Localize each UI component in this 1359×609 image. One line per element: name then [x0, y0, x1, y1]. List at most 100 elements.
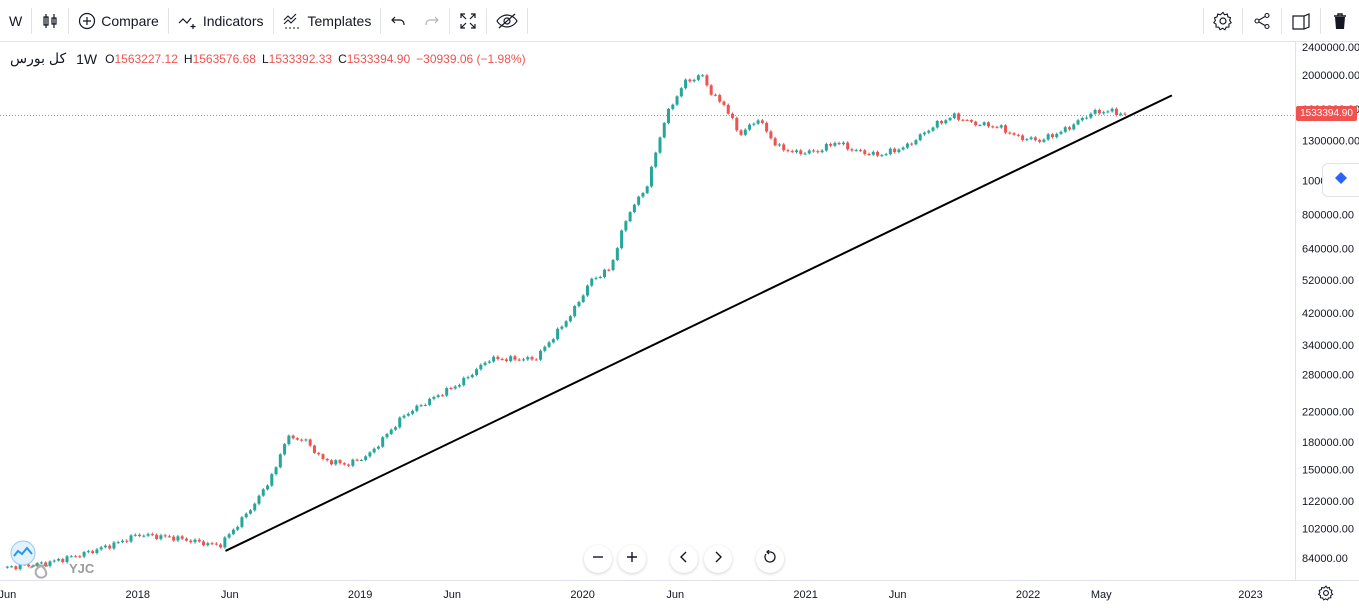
fullscreen-button[interactable]	[450, 0, 486, 42]
candle-body	[513, 356, 517, 360]
candle-body	[543, 346, 547, 351]
hide-drawings-button[interactable]	[487, 0, 527, 42]
candle-body	[1102, 112, 1106, 114]
candle-body	[466, 377, 470, 379]
candle-body	[155, 534, 159, 539]
candle-body	[112, 542, 116, 549]
candle-body	[351, 459, 355, 466]
candle-body	[628, 212, 632, 222]
price-tick-label: 420000.00	[1302, 308, 1354, 320]
candle-body	[897, 149, 901, 153]
candle-body	[922, 132, 926, 135]
price-chart[interactable]: 2400000.002000000.001600000.001300000.00…	[0, 42, 1359, 609]
undo-button[interactable]	[381, 0, 415, 42]
trend-line[interactable]	[225, 94, 1173, 552]
compare-button[interactable]: Compare	[69, 0, 168, 42]
candle-body	[556, 328, 560, 340]
candle-body	[317, 452, 321, 455]
candle-body	[603, 269, 607, 277]
scroll-left-button[interactable]	[670, 545, 698, 573]
chevron-left-icon	[678, 550, 690, 568]
candle-body	[581, 295, 585, 302]
candle-body	[492, 356, 496, 362]
candle-body	[517, 359, 521, 361]
redo-button[interactable]	[415, 0, 449, 42]
candle-body	[231, 529, 235, 535]
high-key: H	[183, 51, 193, 66]
templates-button[interactable]: Templates	[274, 0, 381, 42]
candle-body	[718, 94, 722, 102]
share-icon	[1253, 12, 1271, 30]
chevron-right-icon	[712, 550, 724, 568]
candle-body	[846, 142, 850, 150]
toolbar-divider	[449, 7, 451, 34]
candle-body	[1050, 134, 1054, 138]
reset-chart-button[interactable]	[756, 545, 784, 573]
candle-body	[867, 153, 871, 155]
candle-body	[671, 104, 675, 109]
time-tick-label: Jun	[221, 589, 239, 601]
candle-body	[705, 75, 709, 86]
price-tick-label: 180000.00	[1302, 437, 1354, 449]
candle-body	[530, 357, 534, 360]
zoom-in-button[interactable]	[618, 545, 646, 573]
candle-body	[594, 277, 598, 279]
candle-body	[167, 536, 171, 538]
price-tick-label: 1300000.00	[1302, 136, 1359, 148]
candle-body	[206, 543, 210, 546]
candle-body	[662, 122, 666, 138]
candle-body	[411, 410, 415, 414]
scroll-to-latest-tab[interactable]	[1322, 163, 1359, 197]
trendline-drawing[interactable]	[225, 94, 1173, 552]
candle-body	[1021, 135, 1025, 140]
candle-body	[901, 147, 905, 150]
candle-body	[573, 306, 577, 317]
candle-body	[330, 460, 334, 465]
candle-body	[1123, 113, 1127, 115]
candle-body	[236, 526, 240, 530]
candle-body	[769, 131, 773, 139]
candle-body	[48, 561, 52, 566]
candle-body	[829, 144, 833, 146]
candle-body	[261, 489, 265, 496]
candle-body	[568, 316, 572, 322]
candle-body	[1080, 118, 1084, 121]
candle-body	[65, 556, 69, 563]
delete-button[interactable]	[1321, 0, 1359, 42]
candle-body	[547, 342, 551, 347]
settings-button[interactable]	[1204, 0, 1242, 42]
chart-type-button[interactable]	[32, 0, 68, 42]
candle-body	[1106, 111, 1110, 113]
candle-body	[338, 460, 342, 464]
candle-body	[615, 248, 619, 261]
candle-body	[679, 88, 683, 97]
snapshot-button[interactable]	[1282, 0, 1320, 42]
zoom-out-button[interactable]	[584, 545, 612, 573]
candle-body	[159, 535, 163, 539]
candle-body	[773, 138, 777, 146]
candle-body	[133, 534, 137, 536]
price-tick-label: 2000000.00	[1302, 70, 1359, 82]
candle-body	[142, 535, 146, 537]
nav-spacer	[738, 545, 750, 573]
time-axis[interactable]: Jun 2018 Jun 2019 Jun 2020 Jun 2021 Jun 2022 May 20…	[0, 589, 1263, 601]
candle-body	[1076, 120, 1080, 125]
candle-body	[709, 85, 713, 95]
candle-body	[905, 143, 909, 148]
interval-button[interactable]: W	[0, 0, 31, 42]
indicators-button[interactable]: Indicators	[169, 0, 273, 42]
price-tick-label: 2400000.00	[1302, 42, 1359, 54]
price-tick-label: 340000.00	[1302, 340, 1354, 352]
candle-body	[368, 452, 372, 457]
candle-body	[423, 404, 427, 406]
axis-settings-button[interactable]	[1317, 585, 1334, 606]
candle-body	[935, 120, 939, 128]
scroll-right-button[interactable]	[704, 545, 732, 573]
minus-icon	[592, 550, 604, 568]
symbol-name[interactable]: کل بورس	[10, 50, 67, 66]
share-button[interactable]	[1243, 0, 1281, 42]
candle-body	[1008, 132, 1012, 134]
candle-body	[91, 551, 95, 554]
candle-body	[504, 359, 508, 362]
candle-body	[372, 448, 376, 453]
